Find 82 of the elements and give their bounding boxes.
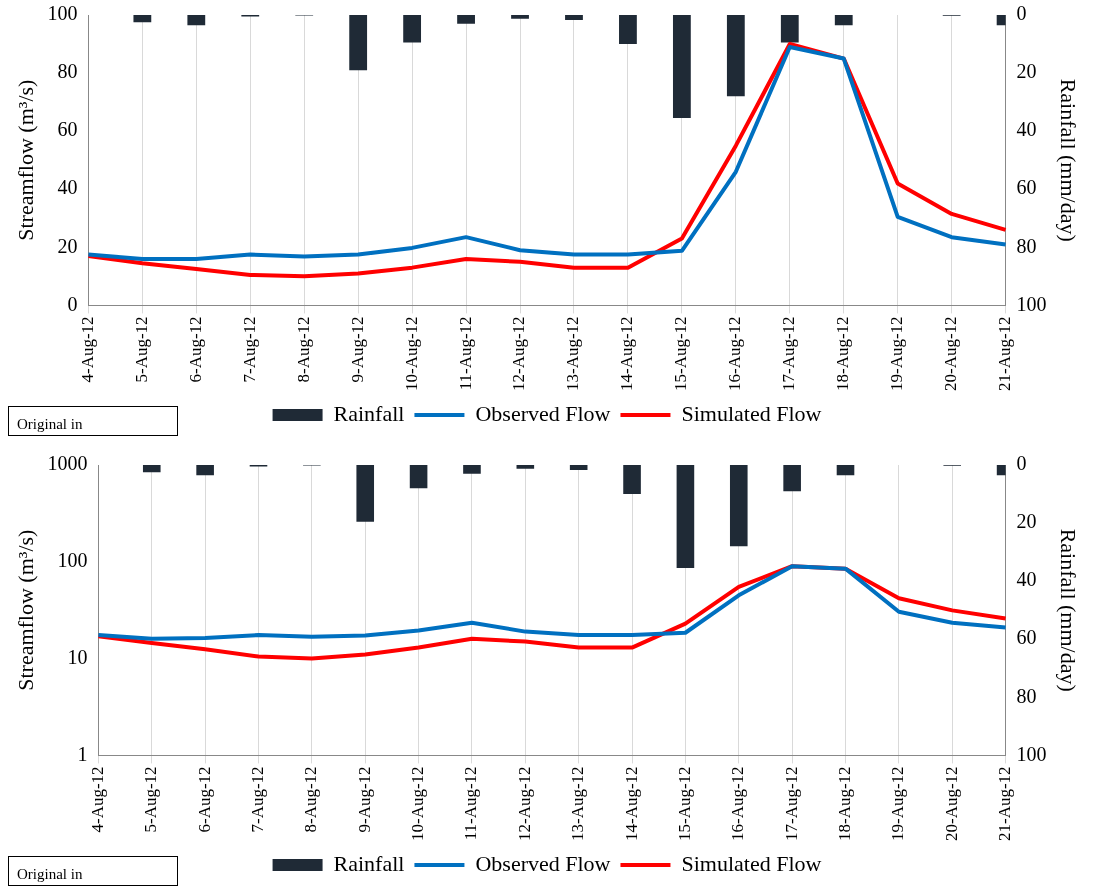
text: Original in (8, 406, 178, 436)
x-tick-label: 20-Aug-12 (941, 316, 961, 392)
bar (349, 15, 368, 71)
x-tick-label: 19-Aug-12 (888, 766, 908, 842)
y2-tick-label: 0 (1016, 452, 1027, 475)
x-tick-label: 10-Aug-12 (401, 316, 421, 392)
y2-axis-title: Rainfall (mm/day) (1056, 528, 1082, 692)
y-tick-label: 10 (67, 645, 88, 668)
y-tick-label: 60 (57, 118, 78, 141)
x-tick-label: 12-Aug-12 (509, 316, 529, 392)
y2-tick-label: 100 (1016, 742, 1047, 765)
y-axis-title: Streamflow (m³/s) (12, 529, 38, 691)
x-tick-label: 8-Aug-12 (293, 316, 313, 383)
x-tick-label: 6-Aug-12 (185, 316, 205, 383)
x-tick-label: 9-Aug-12 (354, 766, 374, 833)
x-tick-label: 21-Aug-12 (995, 766, 1015, 842)
y-tick-label: 20 (57, 234, 78, 257)
x-tick-label: 13-Aug-12 (568, 766, 588, 842)
legend-label: Rainfall (333, 400, 405, 426)
x-tick-label: 14-Aug-12 (621, 766, 641, 842)
legend-label: Simulated Flow (681, 400, 822, 426)
y2-tick-label: 60 (1016, 176, 1037, 199)
text: Original in (8, 856, 178, 886)
x-tick-label: 9-Aug-12 (347, 316, 367, 383)
bar (133, 15, 152, 23)
bar (403, 15, 422, 43)
bar (834, 15, 853, 26)
y2-tick-label: 80 (1016, 684, 1037, 707)
y-tick-label: 40 (57, 176, 78, 199)
x-tick-label: 11-Aug-12 (455, 316, 475, 391)
x-tick-label: 10-Aug-12 (408, 766, 428, 842)
bar (565, 15, 583, 20)
bar (672, 15, 691, 119)
y-tick-label: 1 (77, 742, 88, 765)
x-tick-label: 5-Aug-12 (131, 316, 151, 383)
y2-tick-label: 20 (1016, 510, 1037, 533)
y2-tick-label: 60 (1016, 626, 1037, 649)
bar (187, 15, 206, 26)
legend-label: Observed Flow (475, 400, 611, 426)
y-tick-label: 100 (57, 549, 88, 572)
x-tick-label: 17-Aug-12 (781, 766, 801, 842)
x-tick-label: 15-Aug-12 (674, 766, 694, 842)
x-tick-label: 5-Aug-12 (141, 766, 161, 833)
y2-tick-label: 80 (1016, 234, 1037, 257)
x-tick-label: 11-Aug-12 (461, 766, 481, 841)
x-tick-label: 15-Aug-12 (671, 316, 691, 392)
bar (726, 15, 745, 97)
y-tick-label: 0 (67, 292, 78, 315)
x-tick-label: 13-Aug-12 (563, 316, 583, 392)
y2-tick-label: 40 (1016, 118, 1037, 141)
bar (511, 15, 529, 19)
x-tick-label: 6-Aug-12 (194, 766, 214, 833)
x-tick-label: 4-Aug-12 (77, 316, 97, 383)
x-tick-label: 20-Aug-12 (941, 766, 961, 842)
legend-label: Observed Flow (475, 850, 611, 876)
x-tick-label: 19-Aug-12 (887, 316, 907, 392)
bar (780, 15, 799, 43)
y2-axis-title: Rainfall (mm/day) (1056, 78, 1082, 242)
x-tick-label: 16-Aug-12 (725, 316, 745, 392)
x-tick-label: 14-Aug-12 (617, 316, 637, 392)
x-tick-label: 18-Aug-12 (833, 316, 853, 392)
x-tick-label: 7-Aug-12 (247, 766, 267, 833)
y-tick-label: 1000 (47, 452, 88, 475)
y2-tick-label: 20 (1016, 60, 1037, 83)
bar (619, 15, 637, 45)
y2-tick-label: 0 (1016, 2, 1027, 25)
x-tick-label: 8-Aug-12 (301, 766, 321, 833)
x-tick-label: 4-Aug-12 (87, 766, 107, 833)
y-tick-label: 100 (47, 2, 78, 25)
y2-tick-label: 40 (1016, 568, 1037, 591)
x-tick-label: 12-Aug-12 (514, 766, 534, 842)
x-tick-label: 17-Aug-12 (779, 316, 799, 392)
x-tick-label: 18-Aug-12 (834, 766, 854, 842)
legend-label: Rainfall (333, 850, 405, 876)
y-tick-label: 80 (57, 60, 78, 83)
x-tick-label: 7-Aug-12 (239, 316, 259, 383)
y-axis-title: Streamflow (m³/s) (12, 79, 38, 241)
x-tick-label: 16-Aug-12 (728, 766, 748, 842)
y2-tick-label: 100 (1016, 292, 1047, 315)
x-tick-label: 21-Aug-12 (995, 316, 1015, 392)
legend-label: Simulated Flow (681, 850, 822, 876)
bar (457, 15, 475, 24)
